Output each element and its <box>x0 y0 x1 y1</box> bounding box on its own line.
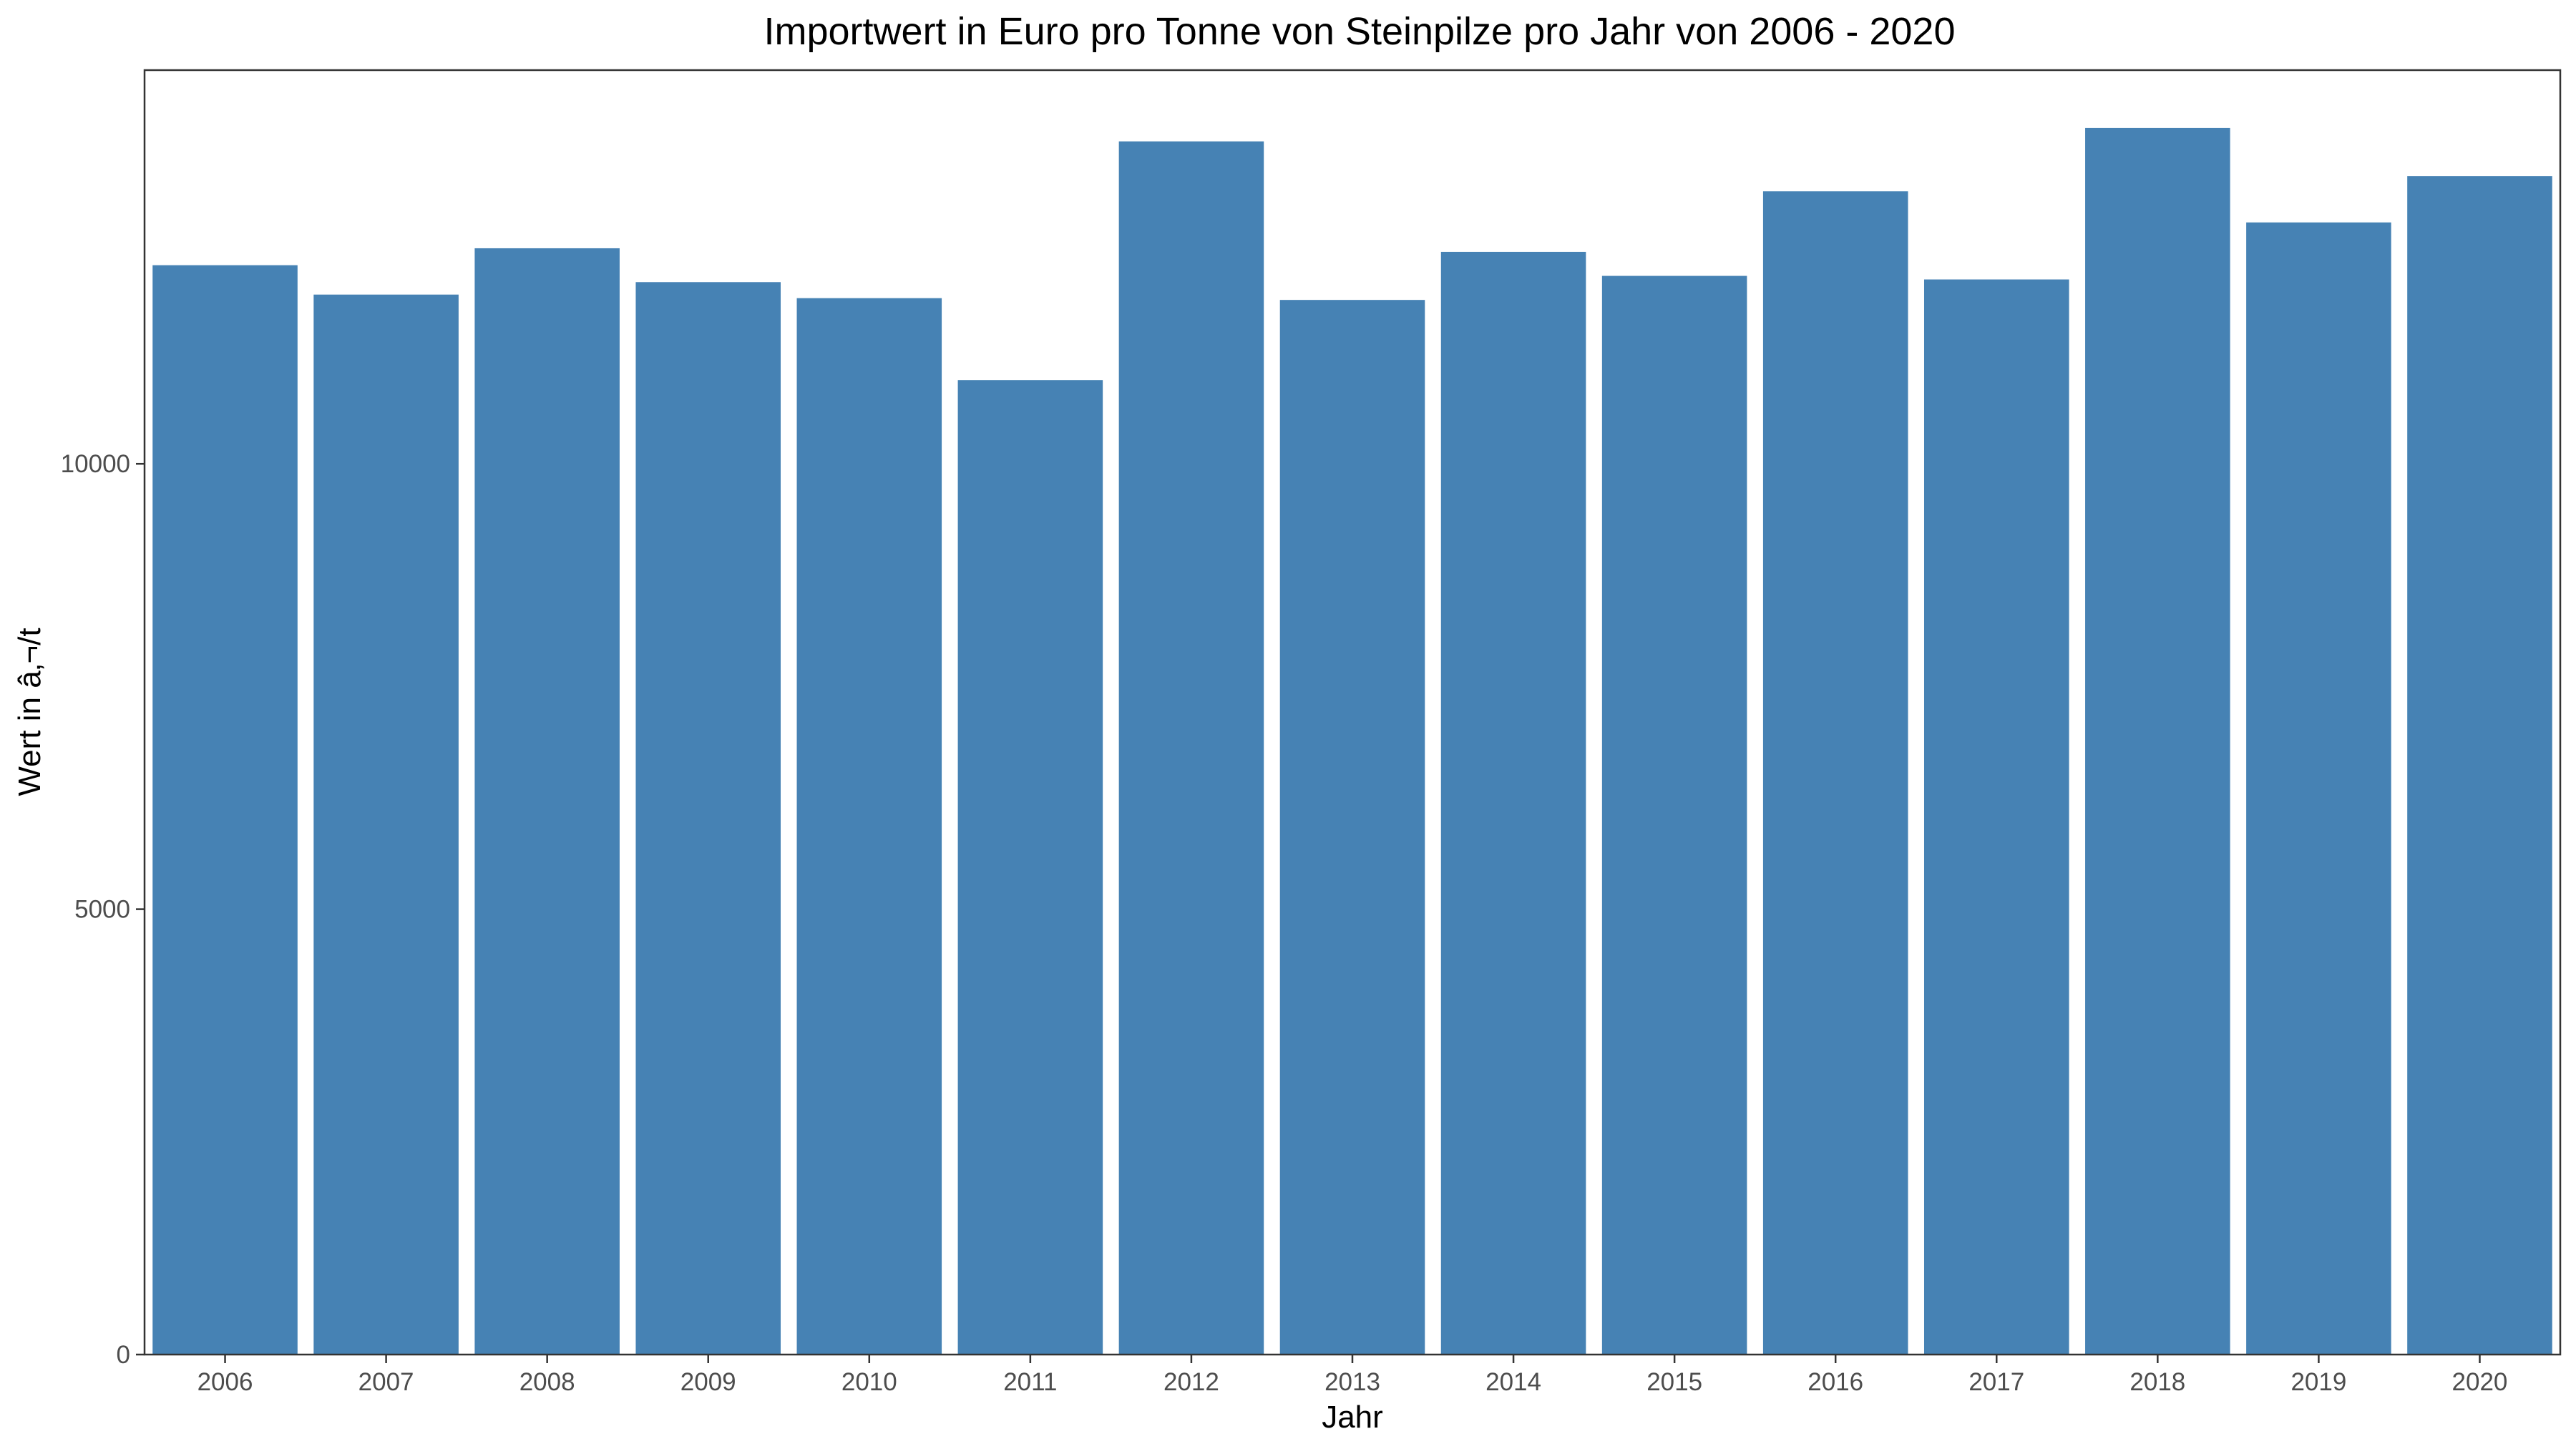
bar-2011 <box>958 380 1103 1355</box>
bar-2017 <box>1924 280 2069 1355</box>
y-tick-label: 0 <box>117 1341 130 1369</box>
y-axis-title: Wert in â‚¬/t <box>12 628 47 796</box>
x-axis-title: Jahr <box>1322 1400 1383 1435</box>
x-tick-label: 2020 <box>2452 1368 2508 1396</box>
x-tick-label: 2016 <box>1807 1368 1863 1396</box>
bar-2020 <box>2407 176 2552 1355</box>
bars-layer <box>152 128 2552 1355</box>
x-tick-label: 2007 <box>358 1368 414 1396</box>
x-tick-label: 2009 <box>680 1368 736 1396</box>
x-tick-label: 2015 <box>1646 1368 1702 1396</box>
bar-2009 <box>635 282 781 1355</box>
bar-2015 <box>1602 276 1747 1355</box>
bar-2013 <box>1280 300 1425 1355</box>
y-tick-label: 5000 <box>74 896 130 924</box>
bar-2018 <box>2085 128 2230 1355</box>
bar-2008 <box>474 248 620 1355</box>
bar-2010 <box>797 298 942 1355</box>
x-tick-label: 2011 <box>1003 1368 1057 1396</box>
chart-title: Importwert in Euro pro Tonne von Steinpi… <box>764 10 1956 53</box>
y-axis: 0 5000 10000 <box>61 450 145 1369</box>
x-axis: 2006 2007 2008 2009 2010 2011 2012 2013 2014 2015… <box>197 1355 2508 1396</box>
bar-2019 <box>2246 223 2391 1355</box>
x-tick-label: 2010 <box>841 1368 897 1396</box>
y-tick-label: 10000 <box>61 450 130 478</box>
x-tick-label: 2014 <box>1485 1368 1541 1396</box>
bar-2014 <box>1441 252 1586 1355</box>
x-tick-label: 2012 <box>1163 1368 1219 1396</box>
bar-2006 <box>152 265 298 1355</box>
x-tick-label: 2013 <box>1324 1368 1380 1396</box>
x-tick-label: 2019 <box>2290 1368 2346 1396</box>
x-tick-label: 2017 <box>1968 1368 2024 1396</box>
bar-2016 <box>1763 191 1908 1355</box>
x-tick-label: 2006 <box>197 1368 253 1396</box>
x-tick-label: 2008 <box>519 1368 575 1396</box>
x-tick-label: 2018 <box>2129 1368 2185 1396</box>
bar-2012 <box>1119 142 1264 1355</box>
bar-2007 <box>313 295 459 1355</box>
